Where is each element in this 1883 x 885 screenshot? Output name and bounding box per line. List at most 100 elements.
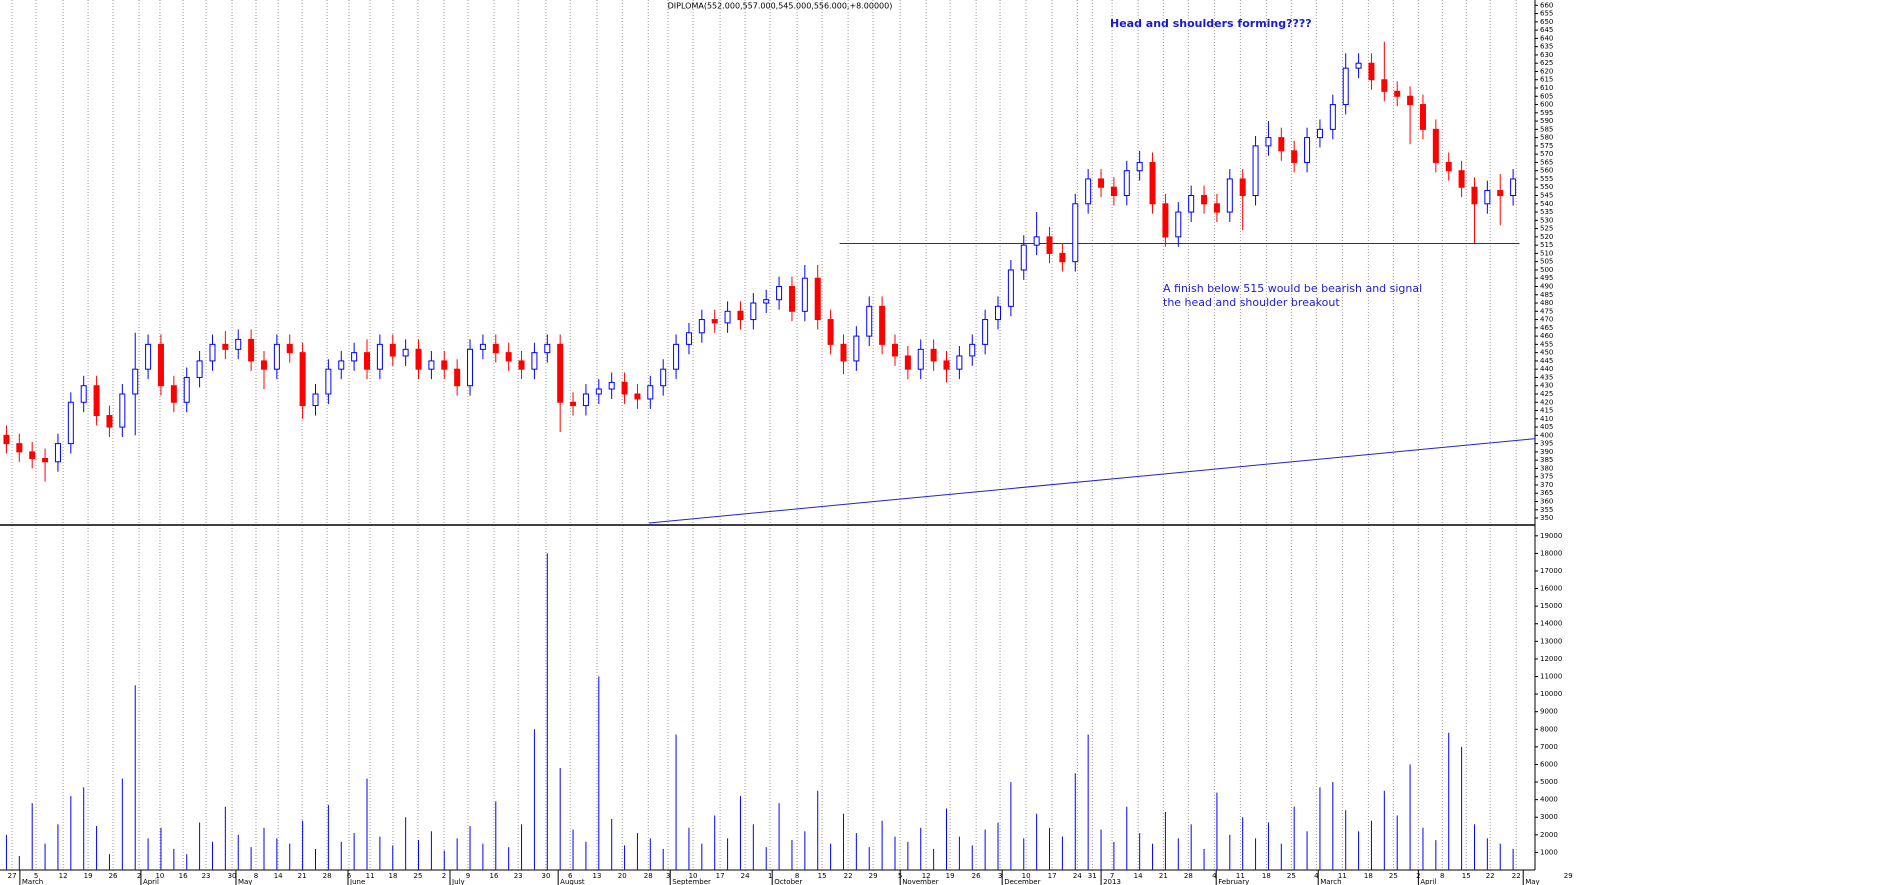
candle-body xyxy=(621,381,628,395)
candle-body xyxy=(853,335,860,362)
candle-body xyxy=(1252,145,1259,197)
x-tick-label: 31 xyxy=(1088,872,1097,880)
y-tick-label: 660 xyxy=(1540,1,1553,9)
candle-body xyxy=(750,302,757,321)
x-tick-label: 13 xyxy=(593,872,602,880)
candle-body xyxy=(814,277,821,321)
y-tick-label: 520 xyxy=(1540,233,1553,241)
month-label: 2013 xyxy=(1103,878,1121,885)
candle-body xyxy=(1033,236,1040,246)
y-tick-label: 425 xyxy=(1540,390,1553,398)
candle-body xyxy=(273,343,280,370)
y-tick-label: 395 xyxy=(1540,440,1553,448)
y-tick-label: 370 xyxy=(1540,481,1553,489)
candle-body xyxy=(80,385,87,403)
volume-tick-label: 9000 xyxy=(1540,708,1558,716)
volume-tick-label: 8000 xyxy=(1540,725,1558,733)
chart-title: DIPLOMA(552.000,557.000,545.000,556.000,… xyxy=(668,2,893,11)
y-tick-label: 480 xyxy=(1540,299,1553,307)
month-label: July xyxy=(451,878,465,885)
candle-body xyxy=(982,319,989,345)
volume-tick-label: 10000 xyxy=(1540,690,1562,698)
candle-body xyxy=(1432,128,1439,163)
x-tick-label: 18 xyxy=(389,872,398,880)
candle-body xyxy=(647,385,654,400)
x-tick-label: 6 xyxy=(347,872,352,880)
volume-tick-label: 13000 xyxy=(1540,637,1562,645)
candle-body xyxy=(582,393,589,407)
volume-tick-label: 1000 xyxy=(1540,848,1558,856)
month-label: September xyxy=(672,878,711,885)
y-tick-label: 400 xyxy=(1540,431,1553,439)
candle-body xyxy=(969,343,976,357)
candle-body xyxy=(1098,178,1105,188)
volume-tick-label: 14000 xyxy=(1540,620,1562,628)
x-tick-label: 17 xyxy=(716,872,725,880)
candle-body xyxy=(763,299,770,304)
y-tick-label: 640 xyxy=(1540,34,1553,42)
candle-body xyxy=(1123,170,1130,197)
y-tick-label: 465 xyxy=(1540,324,1553,332)
candle-body xyxy=(1355,62,1362,69)
x-tick-label: 12 xyxy=(922,872,931,880)
candle-body xyxy=(376,343,383,370)
y-tick-label: 555 xyxy=(1540,175,1553,183)
candle-body xyxy=(788,285,795,312)
candle-body xyxy=(827,319,834,345)
x-tick-label: 8 xyxy=(1440,872,1444,880)
candle-body xyxy=(1342,67,1349,106)
x-tick-label: 15 xyxy=(1462,872,1471,880)
volume-tick-label: 12000 xyxy=(1540,655,1562,663)
y-tick-label: 355 xyxy=(1540,506,1553,514)
y-tick-label: 405 xyxy=(1540,423,1553,431)
candle-body xyxy=(1484,190,1491,205)
y-tick-label: 630 xyxy=(1540,51,1553,59)
annotation: A finish below 515 would be bearish and … xyxy=(1163,282,1422,295)
x-tick-label: 18 xyxy=(1364,872,1373,880)
candle-body xyxy=(467,348,474,387)
month-label: August xyxy=(560,878,585,885)
y-tick-label: 485 xyxy=(1540,291,1553,299)
candle-body xyxy=(776,285,783,301)
candle-body xyxy=(1394,90,1401,97)
volume-tick-label: 15000 xyxy=(1540,602,1562,610)
candle-body xyxy=(891,343,898,357)
x-tick-label: 23 xyxy=(202,872,211,880)
y-tick-label: 415 xyxy=(1540,407,1553,415)
candle-body xyxy=(1381,79,1388,92)
candle-body xyxy=(1020,244,1027,271)
candle-body xyxy=(698,319,705,334)
x-tick-label: 16 xyxy=(490,872,499,880)
candle-body xyxy=(995,305,1002,321)
candle-body xyxy=(16,443,23,453)
candle-body xyxy=(1368,62,1375,81)
y-tick-label: 540 xyxy=(1540,200,1553,208)
x-tick-label: 23 xyxy=(514,872,523,880)
candle-body xyxy=(235,338,242,350)
volume-tick-label: 4000 xyxy=(1540,796,1558,804)
x-tick-label: 3 xyxy=(666,872,670,880)
month-label: June xyxy=(349,878,365,885)
y-tick-label: 470 xyxy=(1540,316,1553,324)
y-tick-label: 590 xyxy=(1540,117,1553,125)
candle-body xyxy=(106,414,113,428)
candle-body xyxy=(1162,203,1169,238)
candle-body xyxy=(132,368,139,395)
candle-body xyxy=(1072,203,1079,263)
candle-body xyxy=(943,360,950,370)
candle-body xyxy=(364,352,371,370)
volume-tick-label: 19000 xyxy=(1540,532,1562,540)
candle-body xyxy=(1007,269,1014,307)
x-tick-label: 19 xyxy=(946,872,955,880)
candle-body xyxy=(1175,211,1182,238)
y-tick-label: 365 xyxy=(1540,489,1553,497)
x-tick-label: 10 xyxy=(1022,872,1031,880)
volume-tick-label: 3000 xyxy=(1540,813,1558,821)
y-tick-label: 545 xyxy=(1540,192,1553,200)
candle-body xyxy=(1407,95,1414,106)
volume-tick-label: 16000 xyxy=(1540,585,1562,593)
candle-body xyxy=(119,393,126,428)
candle-body xyxy=(42,457,49,463)
